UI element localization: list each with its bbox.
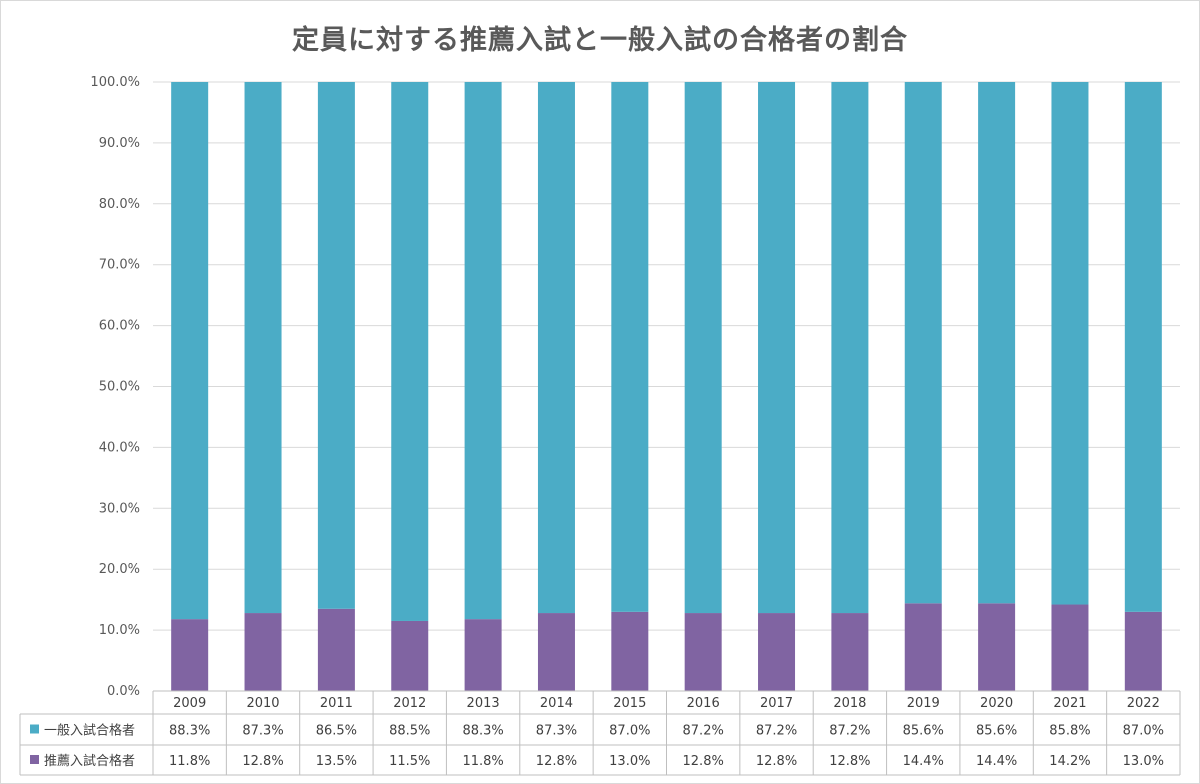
y-tick-label: 70.0% (99, 258, 140, 273)
data-label: 87.2% (683, 724, 724, 739)
legend-label: 推薦入試合格者 (44, 753, 135, 769)
bar-segment-recommend (611, 611, 649, 691)
data-label: 13.5% (316, 754, 357, 769)
bar-segment-recommend (978, 603, 1016, 691)
data-label: 88.5% (389, 724, 430, 739)
data-label: 87.0% (1123, 724, 1164, 739)
data-label: 13.0% (609, 754, 650, 769)
data-label: 88.3% (169, 724, 210, 739)
bar-segment-general (537, 82, 575, 614)
x-tick-label: 2014 (540, 696, 573, 711)
y-tick-label: 10.0% (99, 623, 140, 638)
bar-segment-general (171, 82, 209, 620)
x-tick-label: 2022 (1127, 696, 1160, 711)
data-label: 12.8% (242, 754, 283, 769)
data-label: 11.8% (169, 754, 210, 769)
bar-segment-general (611, 82, 649, 612)
bar-segment-recommend (758, 613, 796, 691)
data-label: 87.3% (242, 724, 283, 739)
x-tick-label: 2015 (613, 696, 646, 711)
data-label: 87.2% (829, 724, 870, 739)
chart-title: 定員に対する推薦入試と一般入試の合格者の割合 (292, 25, 908, 56)
bar-segment-recommend (904, 603, 942, 691)
x-tick-label: 2012 (393, 696, 426, 711)
x-tick-label: 2016 (687, 696, 720, 711)
data-label: 11.5% (389, 754, 430, 769)
data-label: 85.8% (1049, 724, 1090, 739)
x-tick-label: 2020 (980, 696, 1013, 711)
y-tick-label: 80.0% (99, 197, 140, 212)
data-label: 12.8% (683, 754, 724, 769)
bar-segment-general (684, 82, 722, 614)
bar-segment-recommend (684, 613, 722, 691)
data-label: 12.8% (829, 754, 870, 769)
bar-segment-general (317, 82, 355, 609)
bar-segment-general (904, 82, 942, 604)
data-label: 87.3% (536, 724, 577, 739)
y-tick-label: 90.0% (99, 136, 140, 151)
data-label: 87.2% (756, 724, 797, 739)
data-label: 85.6% (903, 724, 944, 739)
x-tick-label: 2019 (907, 696, 940, 711)
bar-segment-general (391, 82, 429, 621)
x-tick-label: 2010 (246, 696, 279, 711)
bar-segment-general (244, 82, 282, 614)
bar-segment-general (1051, 82, 1089, 605)
y-tick-label: 40.0% (99, 440, 140, 455)
x-tick-label: 2021 (1053, 696, 1086, 711)
data-label: 12.8% (536, 754, 577, 769)
y-tick-label: 0.0% (107, 684, 140, 699)
bar-segment-recommend (537, 613, 575, 691)
data-label: 86.5% (316, 724, 357, 739)
data-label: 14.4% (903, 754, 944, 769)
y-tick-label: 30.0% (99, 501, 140, 516)
data-label: 11.8% (462, 754, 503, 769)
bar-segment-general (831, 82, 869, 614)
data-label: 14.2% (1049, 754, 1090, 769)
legend-label: 一般入試合格者 (44, 723, 135, 739)
data-label: 14.4% (976, 754, 1017, 769)
bar-segment-recommend (464, 619, 502, 691)
data-label: 88.3% (462, 724, 503, 739)
bar-segment-recommend (244, 613, 282, 691)
bar-segment-general (978, 82, 1016, 604)
bar-segment-recommend (1124, 611, 1162, 691)
bar-segment-recommend (391, 620, 429, 691)
y-tick-label: 20.0% (99, 562, 140, 577)
bar-segment-recommend (831, 613, 869, 691)
legend-swatch (30, 724, 39, 734)
data-label: 13.0% (1123, 754, 1164, 769)
bar-segment-general (464, 82, 502, 620)
bar-segment-recommend (1051, 604, 1089, 691)
bar-segment-general (758, 82, 796, 614)
x-tick-label: 2011 (320, 696, 353, 711)
bar-segment-recommend (171, 619, 209, 691)
x-tick-label: 2013 (467, 696, 500, 711)
x-tick-label: 2009 (173, 696, 206, 711)
data-label: 12.8% (756, 754, 797, 769)
y-tick-label: 100.0% (90, 75, 140, 90)
y-tick-label: 50.0% (99, 380, 140, 395)
data-label: 87.0% (609, 724, 650, 739)
data-label: 85.6% (976, 724, 1017, 739)
bar-segment-recommend (317, 608, 355, 691)
y-tick-label: 60.0% (99, 319, 140, 334)
x-tick-label: 2018 (833, 696, 866, 711)
legend-swatch (30, 755, 39, 764)
x-tick-label: 2017 (760, 696, 793, 711)
bar-segment-general (1124, 82, 1162, 612)
